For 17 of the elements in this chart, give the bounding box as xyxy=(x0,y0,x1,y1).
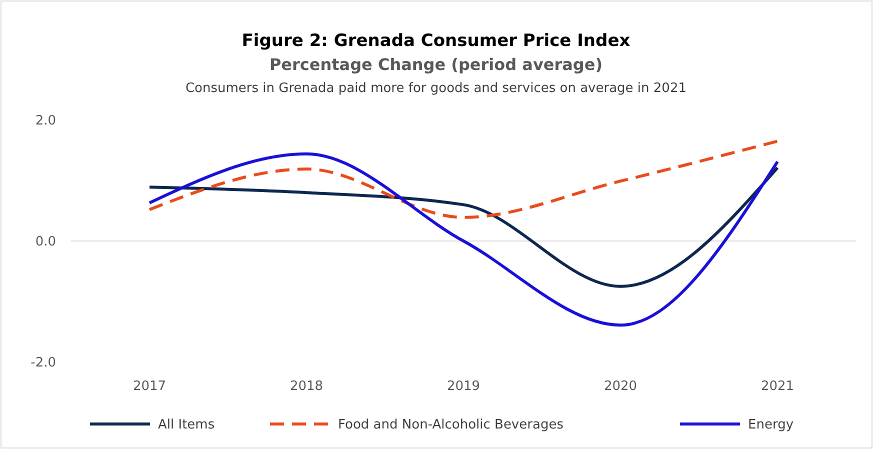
y-tick-label: -2.0 xyxy=(30,356,56,371)
legend-label: All Items xyxy=(158,418,215,433)
line-series xyxy=(148,166,779,288)
y-tick-label: 2.0 xyxy=(35,114,56,129)
x-tick-label: 2018 xyxy=(290,379,324,394)
x-tick-label: 2017 xyxy=(132,379,166,394)
line-series xyxy=(148,152,779,327)
x-tick-label: 2021 xyxy=(760,379,794,394)
legend-label: Energy xyxy=(748,418,794,433)
chart-title: Figure 2: Grenada Consumer Price Index xyxy=(242,31,630,51)
y-tick-label: 0.0 xyxy=(35,234,56,250)
x-tick-label: 2019 xyxy=(446,379,480,394)
text: Consumers in Grenada paid more for goods and services on average in 2021 xyxy=(185,81,687,96)
chart-subtitle: Percentage Change (period average) xyxy=(269,55,603,74)
legend-label: Food and Non-Alcoholic Beverages xyxy=(338,418,564,433)
x-tick-label: 2020 xyxy=(604,379,638,394)
line-series xyxy=(148,140,779,219)
